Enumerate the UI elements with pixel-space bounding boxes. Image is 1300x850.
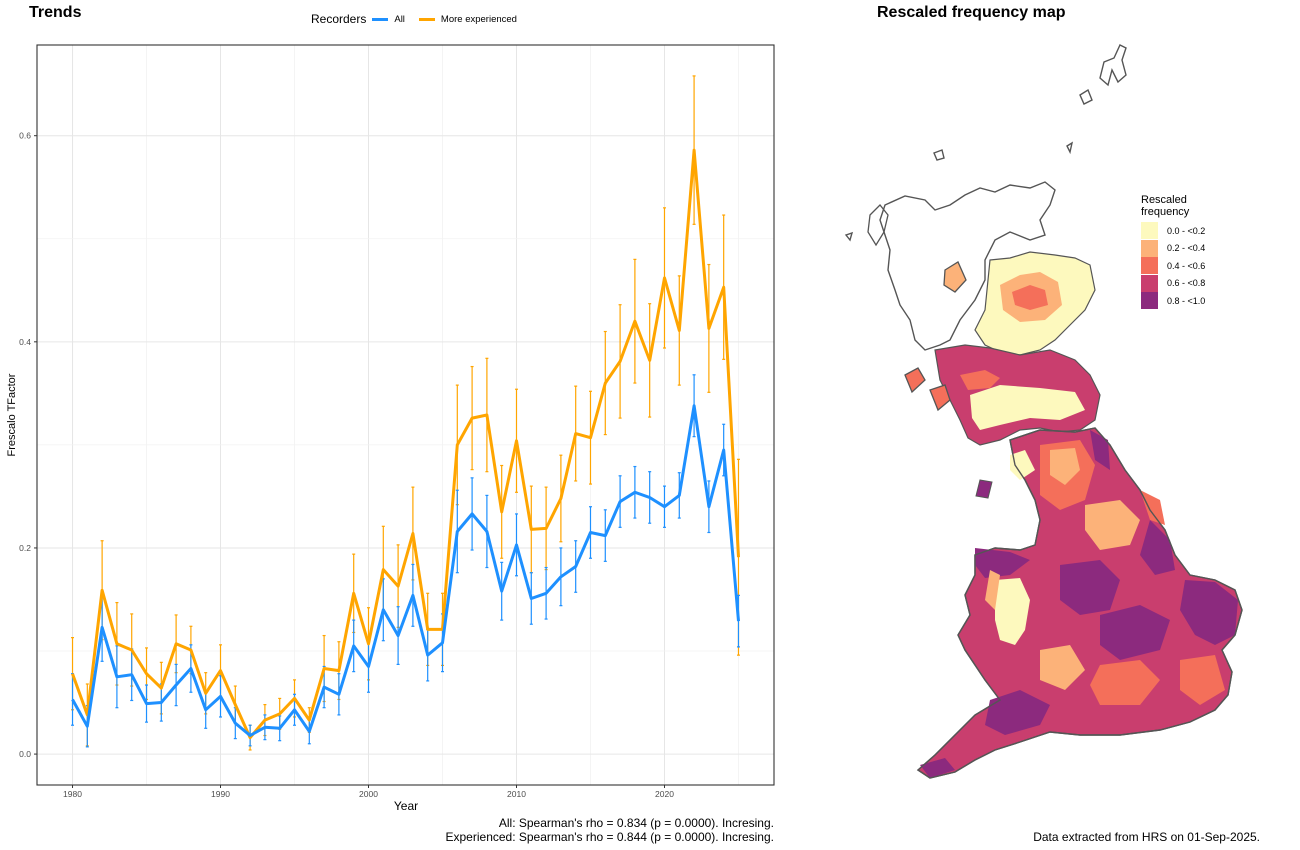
y-axis-label: Frescalo TFactor bbox=[6, 373, 18, 456]
map-legend-label: 0.8 - <1.0 bbox=[1167, 295, 1206, 306]
map-legend-swatch bbox=[1141, 222, 1158, 240]
map-legend: Rescaled frequency 0.0 - <0.2 0.2 - <0.4… bbox=[1141, 194, 1205, 310]
legend-swatch-all bbox=[372, 17, 389, 21]
note-all: All: Spearman's rho = 0.834 (p = 0.0000)… bbox=[498, 816, 774, 830]
x-tick-label: 1980 bbox=[63, 789, 82, 799]
map-legend-swatch bbox=[1141, 274, 1158, 292]
legend-label-experienced: More experienced bbox=[440, 13, 517, 25]
map-legend-title-1: Rescaled bbox=[1141, 194, 1187, 206]
note-experienced: Experienced: Spearman's rho = 0.844 (p =… bbox=[445, 830, 775, 844]
map-legend-swatch bbox=[1141, 239, 1158, 257]
map-legend-title-2: frequency bbox=[1141, 206, 1190, 218]
map-legend-label: 0.6 - <0.8 bbox=[1167, 278, 1206, 289]
series-line-all bbox=[71, 404, 740, 737]
map-legend-row: 0.6 - <0.8 bbox=[1141, 274, 1206, 293]
x-tick-label: 1990 bbox=[211, 789, 230, 799]
map-legend-row: 0.8 - <1.0 bbox=[1141, 292, 1205, 310]
x-tick-label: 2020 bbox=[655, 789, 674, 799]
legend-label-all: All bbox=[394, 13, 405, 25]
chart-title: Trends bbox=[29, 4, 82, 21]
map-islands bbox=[844, 44, 1127, 242]
trend-chart: 1980 1990 2000 2010 2020 0.0 0.2 0.4 0.6 Year Fr… bbox=[6, 44, 775, 813]
map-legend-swatch bbox=[1141, 257, 1158, 275]
x-axis-label: Year bbox=[394, 799, 418, 813]
frequency-map bbox=[844, 44, 1243, 779]
map-legend-label: 0.4 - <0.6 bbox=[1167, 260, 1206, 271]
legend-title: Recorders bbox=[311, 12, 367, 26]
map-legend-label: 0.0 - <0.2 bbox=[1167, 225, 1206, 236]
map-title: Rescaled frequency map bbox=[877, 4, 1066, 21]
map-legend-row: 0.0 - <0.2 bbox=[1141, 222, 1205, 240]
map-scotland-north bbox=[879, 181, 1056, 351]
map-legend-label: 0.2 - <0.4 bbox=[1167, 243, 1206, 254]
y-tick-label: 0.0 bbox=[19, 749, 31, 759]
legend-swatch-experienced bbox=[418, 17, 435, 21]
series-line-experienced bbox=[71, 148, 740, 740]
map-legend-swatch bbox=[1141, 292, 1158, 310]
x-tick-label: 2000 bbox=[359, 789, 378, 799]
y-tick-label: 0.6 bbox=[19, 131, 31, 141]
x-tick-label: 2010 bbox=[507, 789, 526, 799]
data-source-note: Data extracted from HRS on 01-Sep-2025. bbox=[1033, 830, 1260, 844]
map-legend-row: 0.2 - <0.4 bbox=[1141, 239, 1206, 258]
stats-notes: All: Spearman's rho = 0.834 (p = 0.0000)… bbox=[340, 816, 775, 844]
map-legend-title: Rescaled frequency bbox=[1141, 194, 1205, 218]
map-legend-row: 0.4 - <0.6 bbox=[1141, 257, 1205, 275]
plot-frame bbox=[36, 44, 775, 786]
series-legend: Recorders All More experienced bbox=[311, 12, 525, 26]
y-tick-label: 0.4 bbox=[19, 337, 31, 347]
y-tick-label: 0.2 bbox=[19, 543, 31, 553]
